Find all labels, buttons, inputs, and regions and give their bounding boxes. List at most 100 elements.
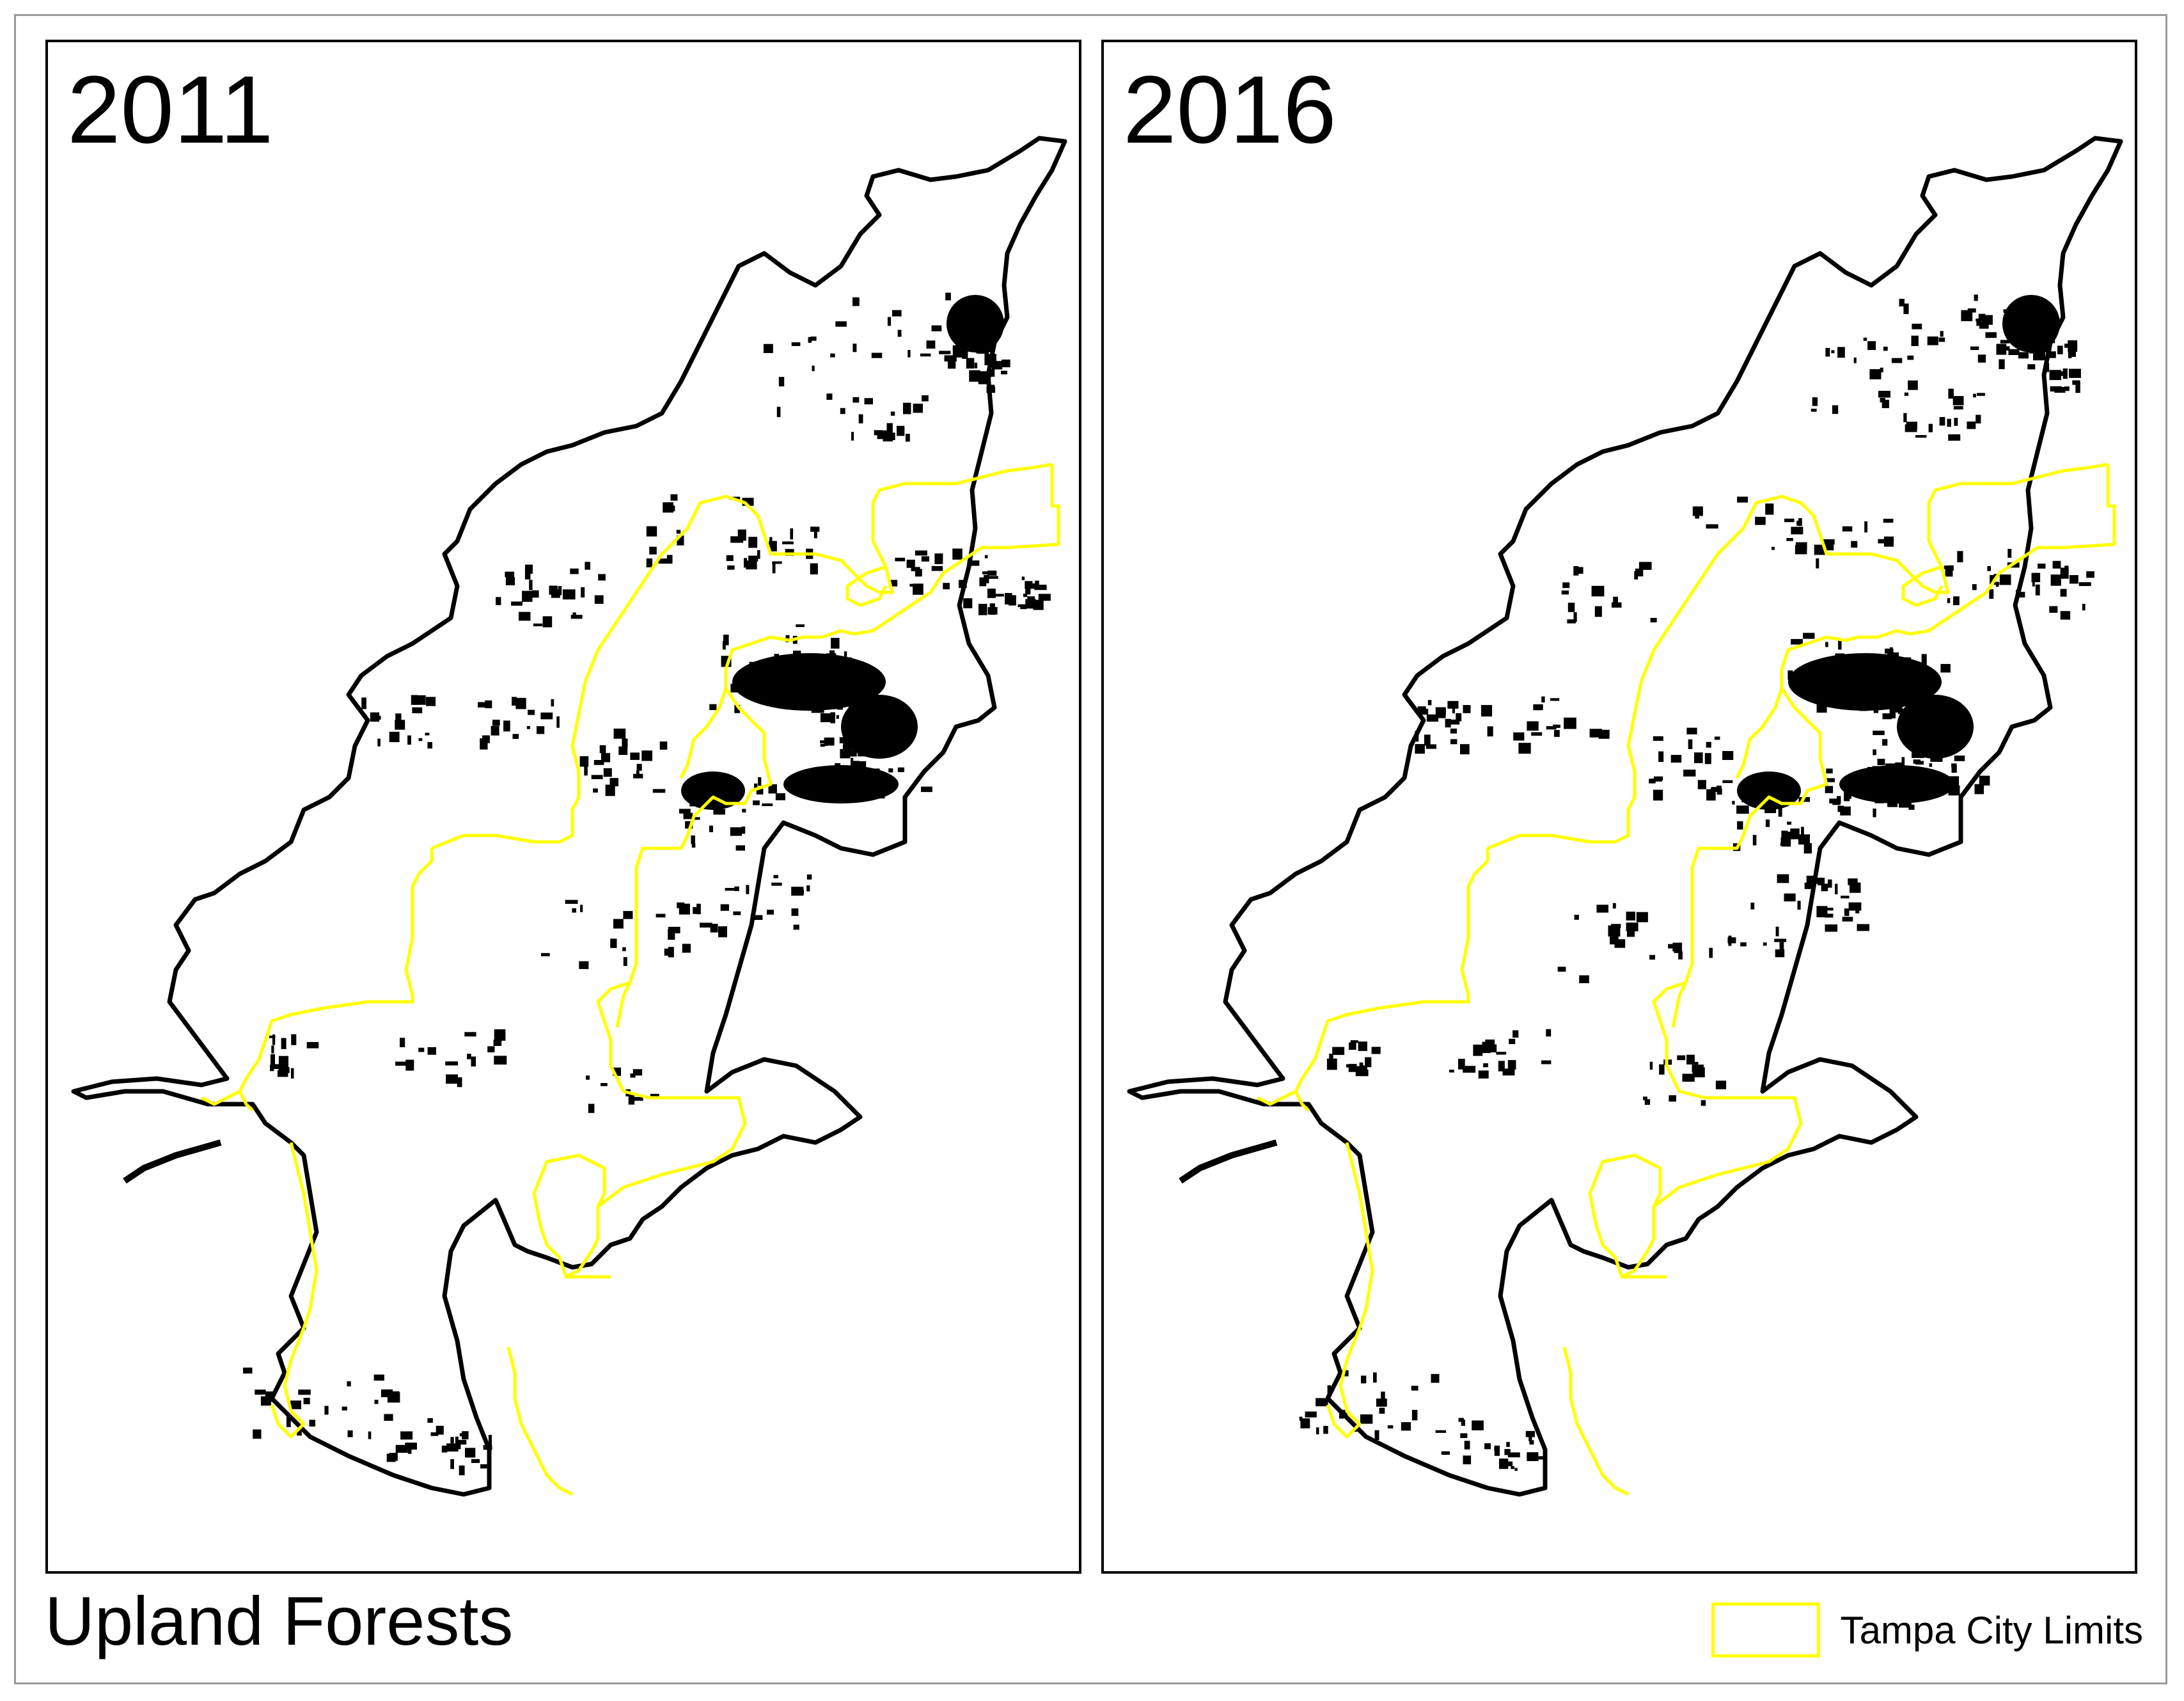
forest-patch bbox=[532, 590, 539, 598]
forest-patch bbox=[888, 768, 893, 773]
forest-patch bbox=[526, 726, 530, 729]
forest-patch bbox=[1764, 809, 1777, 814]
forest-patch bbox=[1481, 705, 1493, 716]
forest-patch bbox=[1973, 393, 1976, 398]
forest-patch bbox=[528, 709, 535, 715]
forest-patch bbox=[1979, 322, 1989, 329]
forest-patch bbox=[471, 1056, 476, 1067]
forest-patch bbox=[1626, 912, 1635, 921]
forest-patch bbox=[772, 561, 782, 564]
forest-patch bbox=[445, 1061, 458, 1066]
forest-patch bbox=[585, 562, 590, 570]
forest-patch bbox=[1717, 788, 1722, 795]
forest-patch bbox=[641, 750, 652, 761]
forest-patch bbox=[1706, 741, 1711, 748]
forest-patch bbox=[1579, 975, 1589, 983]
forest-patch bbox=[1610, 935, 1619, 945]
forest-patch bbox=[852, 297, 860, 306]
forest-patch bbox=[1970, 346, 1979, 351]
forest-patch bbox=[1435, 707, 1446, 718]
forest-patch bbox=[1323, 1426, 1328, 1434]
forest-patch bbox=[2050, 386, 2062, 392]
forest-patch bbox=[1974, 784, 1984, 795]
forest-patch bbox=[1546, 726, 1557, 730]
forest-patch bbox=[676, 530, 681, 534]
forest-patch bbox=[664, 948, 672, 956]
forest-patch bbox=[1339, 1412, 1344, 1419]
forest-patch bbox=[373, 1374, 384, 1381]
forest-patch bbox=[1784, 893, 1796, 902]
forest-patch bbox=[1913, 759, 1921, 764]
forest-patch bbox=[1449, 1070, 1454, 1073]
forest-patch bbox=[599, 745, 606, 754]
forest-patch bbox=[1612, 903, 1616, 909]
forest-patch bbox=[1787, 670, 1793, 680]
legend: Tampa City Limits bbox=[1711, 1602, 2143, 1657]
forest-patch bbox=[580, 905, 583, 912]
forest-patch bbox=[762, 803, 773, 807]
forest-patch bbox=[1655, 789, 1661, 797]
forest-patch bbox=[726, 555, 734, 561]
forest-patch bbox=[471, 1459, 480, 1463]
forest-patch bbox=[1732, 800, 1735, 805]
forest-patch bbox=[897, 425, 905, 436]
forest-patch bbox=[1512, 1030, 1519, 1038]
forest-patch bbox=[948, 358, 956, 369]
forest-patch bbox=[1825, 778, 1835, 782]
forest-patch bbox=[324, 1405, 329, 1415]
forest-patch bbox=[1844, 908, 1850, 916]
forest-patch bbox=[744, 558, 747, 568]
forest-patch bbox=[773, 874, 778, 878]
forest-patch bbox=[1458, 1418, 1464, 1422]
tampa-city-limits bbox=[1256, 463, 2116, 1496]
forest-patch bbox=[1947, 598, 1951, 603]
forest-patch bbox=[995, 594, 1004, 597]
forest-patch bbox=[1885, 648, 1894, 654]
forest-patch bbox=[2005, 346, 2010, 351]
forest-patch bbox=[1727, 937, 1736, 944]
forest-patch bbox=[272, 1034, 276, 1045]
forest-patch bbox=[1644, 1099, 1651, 1105]
forest-patch bbox=[1851, 541, 1858, 548]
forest-patch bbox=[1979, 775, 1990, 786]
forest-patch bbox=[1649, 1061, 1653, 1070]
forest-patch bbox=[1976, 319, 1980, 322]
forest-patch bbox=[1825, 907, 1834, 911]
forest-patch bbox=[913, 583, 923, 595]
forest-patch bbox=[1002, 360, 1010, 368]
forest-patch bbox=[646, 526, 657, 537]
forest-patch bbox=[693, 906, 698, 914]
forest-patch bbox=[1694, 752, 1703, 763]
forest-patch bbox=[1531, 732, 1543, 736]
forest-patch bbox=[1989, 589, 1994, 599]
forest-patch bbox=[820, 743, 825, 747]
forest-patch bbox=[570, 615, 583, 619]
forest-patch bbox=[1883, 346, 1888, 351]
forest-patch bbox=[1779, 942, 1784, 954]
forest-patch bbox=[791, 908, 799, 916]
forest-patch bbox=[846, 750, 857, 757]
forest-patch bbox=[1511, 1466, 1514, 1469]
forest-patch bbox=[685, 821, 693, 829]
forest-patch bbox=[427, 1418, 433, 1423]
forest-patch bbox=[436, 1425, 444, 1435]
forest-patch bbox=[1349, 1042, 1356, 1050]
forest-patch bbox=[1342, 1409, 1347, 1418]
forest-patch bbox=[1507, 1060, 1516, 1070]
forest-patch bbox=[480, 1464, 491, 1469]
forest-patch bbox=[1697, 780, 1706, 789]
forest-patch bbox=[593, 760, 604, 765]
forest-patch bbox=[298, 1389, 311, 1395]
forest-patch bbox=[1775, 926, 1779, 937]
forest-patch bbox=[1883, 518, 1894, 523]
forest-patch bbox=[1850, 882, 1861, 893]
forest-patch bbox=[948, 355, 956, 361]
forest-patch bbox=[1659, 1064, 1665, 1075]
forest-patch bbox=[1374, 1430, 1379, 1440]
forest-patch bbox=[1020, 606, 1027, 610]
forest-patch bbox=[594, 595, 604, 604]
forest-patch bbox=[2019, 592, 2025, 597]
forest-patch bbox=[540, 712, 553, 720]
forest-patch bbox=[1683, 770, 1696, 777]
forest-patch bbox=[943, 583, 950, 590]
